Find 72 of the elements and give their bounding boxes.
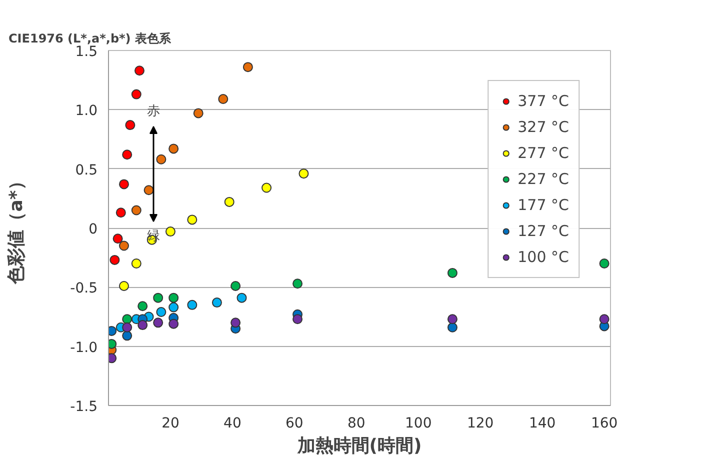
point: [230, 280, 241, 291]
point: [168, 292, 179, 303]
point: [218, 94, 228, 104]
point: [447, 314, 458, 324]
y-tick-label: 1.5: [75, 44, 98, 60]
point: [156, 307, 166, 318]
point: [134, 66, 144, 76]
point: [599, 314, 610, 324]
point: [230, 318, 241, 328]
y-tick-label: 1.0: [75, 103, 98, 120]
point: [122, 150, 132, 160]
point: [118, 179, 129, 190]
point: [144, 185, 154, 196]
point: [118, 240, 129, 251]
point: [138, 320, 148, 330]
annotation: 赤: [147, 104, 160, 119]
x-tick-label: 20: [162, 416, 180, 432]
y-axis-title: 色彩値（a*）: [6, 172, 28, 285]
point: [122, 330, 132, 341]
point: [292, 278, 303, 289]
point: [138, 301, 148, 312]
point: [131, 205, 142, 216]
point: [224, 196, 234, 207]
point: [116, 208, 126, 218]
point: [298, 168, 309, 179]
y-tick-label: -0.5: [70, 280, 98, 297]
point: [125, 120, 136, 130]
point: [447, 322, 458, 332]
chart-title: CIE1976 (L*,a*,b*) 表色系: [8, 32, 172, 46]
point: [110, 254, 120, 265]
y-tick-label: 0: [88, 222, 98, 238]
y-tick-label: -1.0: [70, 340, 98, 356]
legend-label: 127 °C: [518, 222, 569, 240]
point: [447, 268, 458, 278]
x-axis-title: 加熱時間(時間): [296, 436, 422, 456]
x-tick-label: 40: [224, 416, 242, 432]
point: [168, 318, 179, 329]
legend-label: 377 °C: [518, 92, 569, 110]
y-tick-label: -1.5: [70, 399, 98, 415]
legend-label: 177 °C: [518, 196, 569, 214]
point: [122, 322, 132, 332]
point: [168, 302, 179, 312]
point: [112, 234, 123, 244]
legend-label: 227 °C: [518, 170, 569, 188]
point: [131, 258, 142, 268]
legend-label: 100 °C: [518, 248, 569, 266]
y-tick-label: 0.5: [75, 162, 98, 178]
point: [156, 154, 166, 164]
x-tick-label: 80: [347, 416, 366, 432]
legend-label: 327 °C: [518, 118, 569, 136]
annotation: 緑: [146, 229, 160, 244]
x-tick-label: 100: [405, 416, 432, 432]
point: [599, 258, 610, 268]
point: [262, 182, 272, 193]
x-tick-label: 60: [286, 416, 304, 432]
point: [193, 108, 204, 118]
point: [292, 314, 303, 324]
point: [131, 89, 142, 100]
point: [118, 280, 129, 291]
point: [153, 292, 164, 303]
x-tick-label: 120: [466, 416, 494, 432]
x-tick-label: 160: [590, 416, 618, 432]
point: [153, 318, 164, 328]
point: [187, 300, 198, 310]
point: [187, 214, 198, 225]
point: [165, 226, 176, 237]
point: [236, 292, 247, 303]
point: [168, 144, 179, 154]
point: [212, 298, 222, 308]
legend-label: 277 °C: [518, 144, 569, 162]
x-tick-label: 140: [528, 416, 556, 432]
point: [242, 62, 253, 72]
